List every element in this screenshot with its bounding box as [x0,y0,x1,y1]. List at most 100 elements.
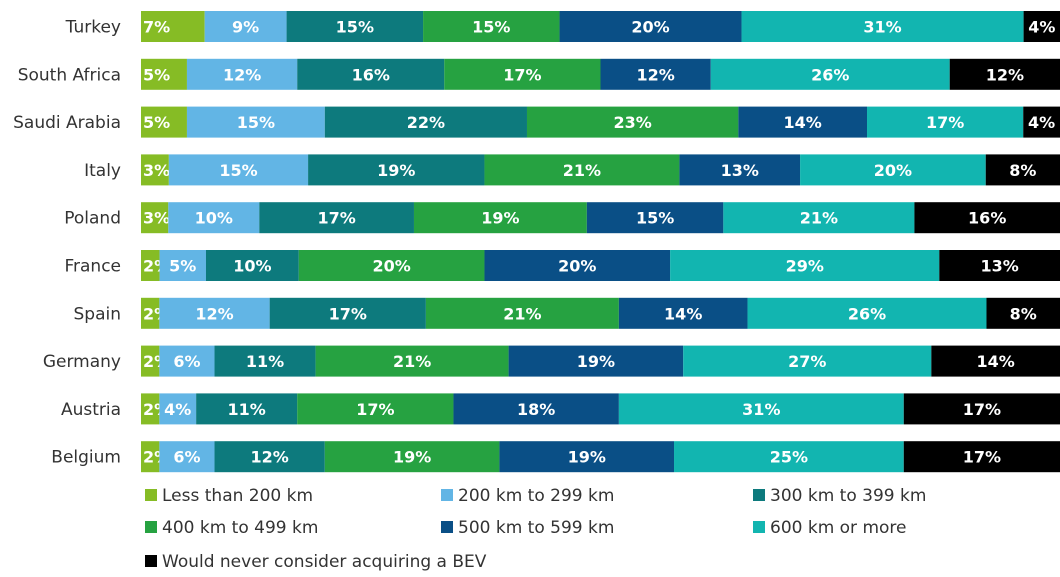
data-label-saudi-arabia-200-km-to-299-km: 15% [237,113,275,132]
data-label-france-300-km-to-399-km: 10% [233,257,271,276]
data-label-south-africa-200-km-to-299-km: 12% [223,65,261,84]
legend-label-400-km-to-499-km: 400 km to 499 km [162,518,318,538]
data-label-austria-would-never-consider-acquiring-a-bev: 17% [963,400,1001,419]
category-label-austria: Austria [61,400,121,420]
bar-segment-france-would-never-consider-acquiring-a-bev [939,250,1060,281]
bar-segment-south-africa-600-km-or-more [710,58,950,90]
bar-segment-turkey-less-than-200-km [141,11,205,42]
data-label-italy-200-km-to-299-km: 15% [219,161,257,180]
bar-segment-austria-500-km-to-599-km [453,393,619,425]
data-label-poland-500-km-to-599-km: 15% [636,209,674,228]
data-label-italy-600-km-or-more: 20% [874,161,912,180]
data-label-belgium-200-km-to-299-km: 6% [173,448,200,467]
bar-segment-turkey-would-never-consider-acquiring-a-bev [1023,11,1060,42]
legend-swatch-200-km-to-299-km [441,489,453,501]
data-label-spain-400-km-to-499-km: 21% [503,304,541,323]
bar-segment-belgium-would-never-consider-acquiring-a-bev [903,441,1060,473]
data-label-austria-300-km-to-399-km: 11% [228,400,266,419]
data-label-france-600-km-or-more: 29% [786,257,824,276]
category-label-south-africa: South Africa [18,65,121,85]
data-label-italy-300-km-to-399-km: 19% [377,161,415,180]
bar-segment-austria-400-km-to-499-km [297,393,454,425]
data-label-france-would-never-consider-acquiring-a-bev: 13% [981,257,1019,276]
legend-swatch-less-than-200-km [145,489,157,501]
bar-segment-austria-300-km-to-399-km [196,393,298,425]
category-label-poland: Poland [64,209,121,229]
bar-segment-saudi-arabia-400-km-to-499-km [526,106,739,138]
category-label-saudi-arabia: Saudi Arabia [13,113,121,133]
bar-segment-poland-200-km-to-299-km [168,202,260,234]
bar-segment-italy-300-km-to-399-km [308,154,485,186]
bar-segment-germany-500-km-to-599-km [508,345,684,377]
data-label-austria-200-km-to-299-km: 4% [164,400,191,419]
data-label-poland-would-never-consider-acquiring-a-bev: 16% [968,209,1006,228]
bar-segment-turkey-600-km-or-more [741,11,1024,42]
data-label-poland-200-km-to-299-km: 10% [195,209,233,228]
bar-segment-belgium-500-km-to-599-km [499,441,675,473]
data-label-saudi-arabia-less-than-200-km: 5% [143,113,170,132]
bar-segment-spain-less-than-200-km [141,297,160,329]
legend-swatch-400-km-to-499-km [145,521,157,533]
bar-segment-italy-500-km-to-599-km [679,154,801,186]
data-label-spain-500-km-to-599-km: 14% [664,304,702,323]
bar-segment-spain-200-km-to-299-km [159,297,270,329]
bar-segment-turkey-400-km-to-499-km [423,11,560,42]
legend-label-less-than-200-km: Less than 200 km [162,486,313,506]
bar-segment-belgium-400-km-to-499-km [324,441,500,473]
bar-segment-spain-300-km-to-399-km [269,297,426,329]
data-label-belgium-300-km-to-399-km: 12% [251,448,289,467]
bar-segment-spain-would-never-consider-acquiring-a-bev [986,297,1060,329]
bar-segment-austria-600-km-or-more [618,393,904,425]
legend-label-600-km-or-more: 600 km or more [770,518,907,538]
bar-segment-italy-600-km-or-more [800,154,986,186]
bar-segment-france-400-km-to-499-km [298,250,485,281]
data-label-belgium-600-km-or-more: 25% [770,448,808,467]
bar-segment-austria-less-than-200-km [141,393,160,425]
data-label-turkey-less-than-200-km: 7% [143,18,170,37]
bar-segment-poland-would-never-consider-acquiring-a-bev [914,202,1060,234]
data-label-saudi-arabia-400-km-to-499-km: 23% [614,113,652,132]
data-label-italy-400-km-to-499-km: 21% [563,161,601,180]
bar-segment-saudi-arabia-200-km-to-299-km [186,106,325,138]
bar-segment-turkey-300-km-to-399-km [286,11,424,42]
data-label-poland-less-than-200-km: 3% [143,209,170,228]
bar-segment-poland-500-km-to-599-km [586,202,724,234]
legend-swatch-300-km-to-399-km [753,489,765,501]
data-label-belgium-500-km-to-599-km: 19% [568,448,606,467]
category-label-france: France [64,257,121,277]
legend-swatch-would-never-consider-acquiring-a-bev [145,555,157,567]
legend-label-200-km-to-299-km: 200 km to 299 km [458,486,614,506]
data-label-poland-600-km-or-more: 21% [800,209,838,228]
category-label-spain: Spain [74,304,122,324]
data-label-saudi-arabia-500-km-to-599-km: 14% [784,113,822,132]
data-label-france-500-km-to-599-km: 20% [558,257,596,276]
bar-segment-belgium-200-km-to-299-km [159,441,215,473]
bar-segment-italy-400-km-to-499-km [484,154,680,186]
data-label-germany-500-km-to-599-km: 19% [577,352,615,371]
data-label-turkey-500-km-to-599-km: 20% [631,18,669,37]
category-label-italy: Italy [84,161,121,181]
bar-segment-germany-400-km-to-499-km [315,345,509,377]
bar-segment-saudi-arabia-600-km-or-more [867,106,1024,138]
bar-segment-saudi-arabia-would-never-consider-acquiring-a-bev [1023,106,1060,138]
data-label-germany-300-km-to-399-km: 11% [246,352,284,371]
data-label-austria-600-km-or-more: 31% [742,400,780,419]
bar-segment-south-africa-200-km-to-299-km [186,58,298,90]
data-label-austria-500-km-to-599-km: 18% [517,400,555,419]
bar-segment-poland-300-km-to-399-km [259,202,414,234]
data-label-spain-300-km-to-399-km: 17% [329,304,367,323]
bar-segment-south-africa-would-never-consider-acquiring-a-bev [949,58,1060,90]
data-label-spain-200-km-to-299-km: 12% [195,304,233,323]
data-label-germany-200-km-to-299-km: 6% [173,352,200,371]
data-label-poland-300-km-to-399-km: 17% [317,209,355,228]
data-label-germany-400-km-to-499-km: 21% [393,352,431,371]
data-label-austria-400-km-to-499-km: 17% [356,400,394,419]
data-label-south-africa-would-never-consider-acquiring-a-bev: 12% [986,65,1024,84]
bar-segment-south-africa-500-km-to-599-km [600,58,711,90]
bar-segment-france-600-km-or-more [670,250,940,281]
bar-segment-italy-less-than-200-km [141,154,169,186]
bar-segment-poland-less-than-200-km [141,202,169,234]
bar-segment-south-africa-less-than-200-km [141,58,187,90]
